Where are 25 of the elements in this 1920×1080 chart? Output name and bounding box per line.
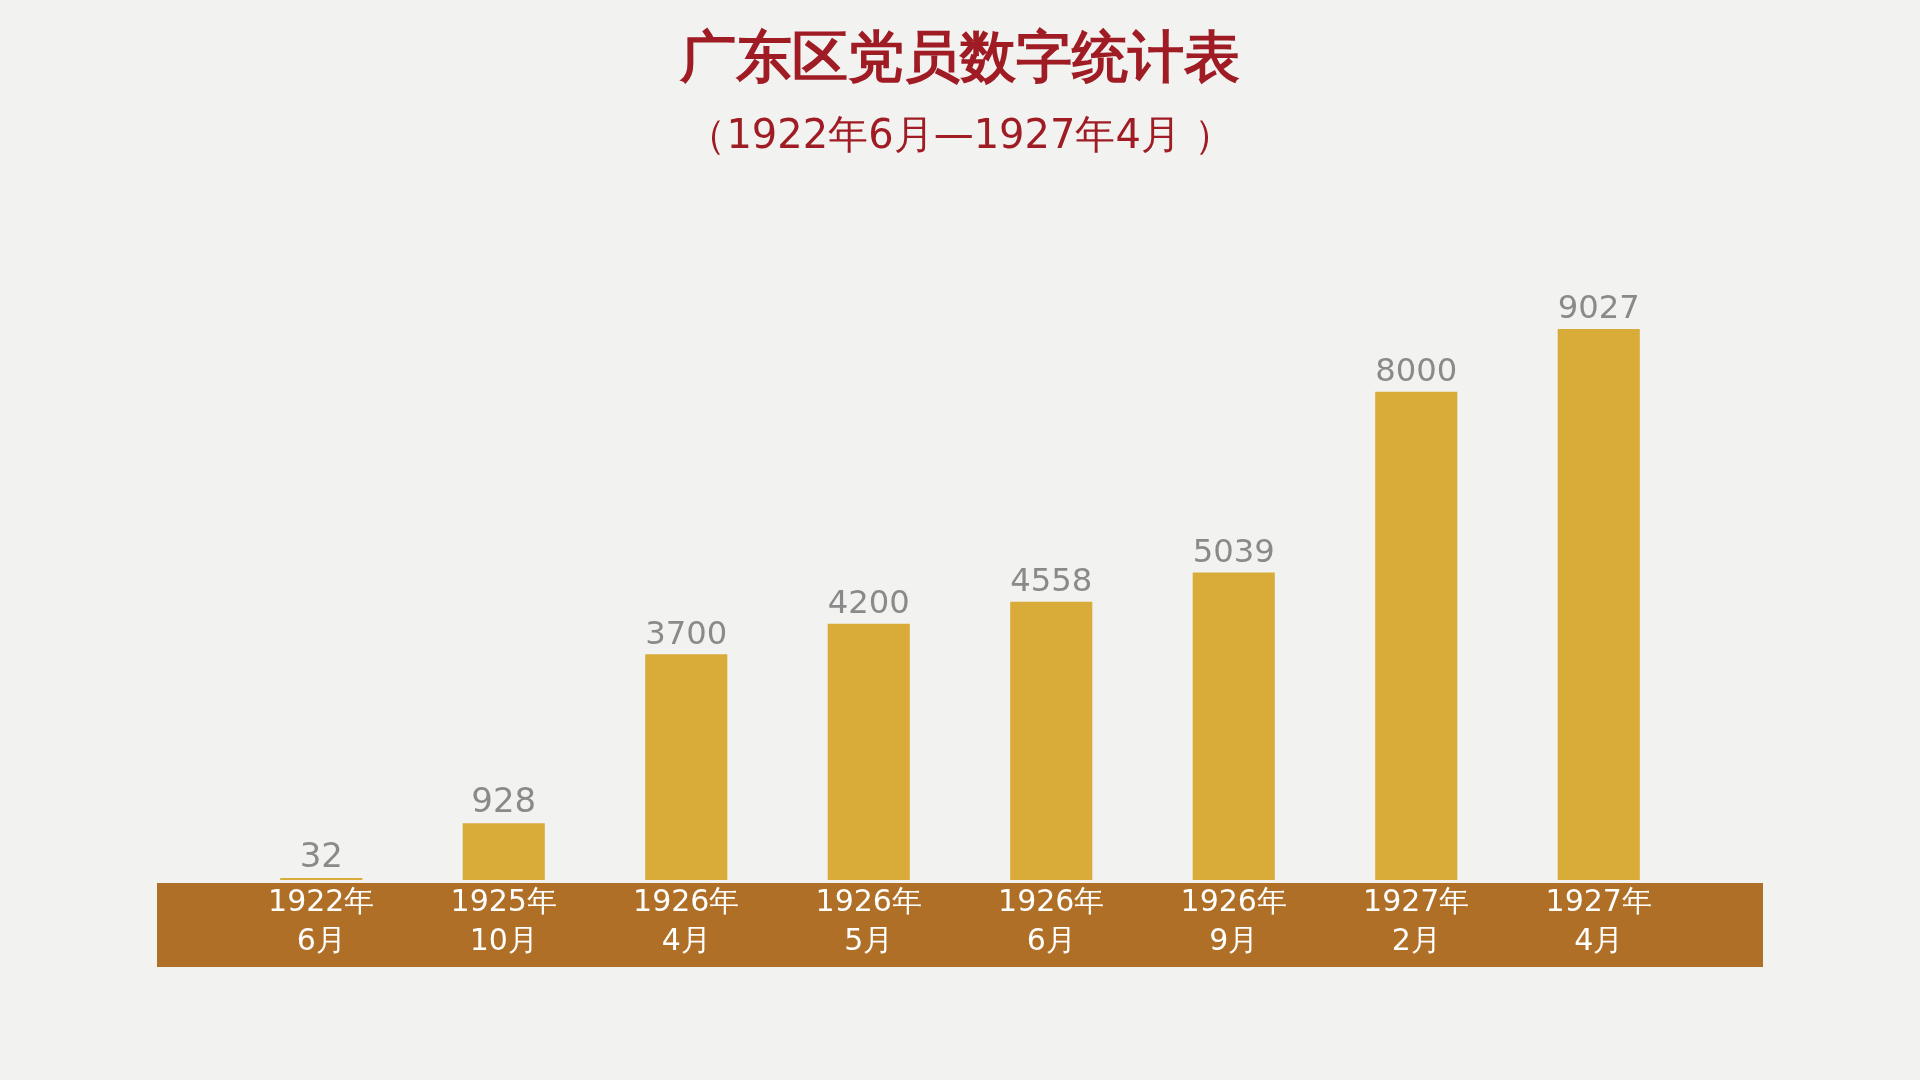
x-tick-label: 1926年 9月 bbox=[1180, 883, 1287, 957]
bar bbox=[1192, 572, 1275, 880]
data-label: 9027 bbox=[1557, 288, 1640, 327]
bar bbox=[1375, 391, 1458, 880]
data-label: 32 bbox=[299, 835, 343, 875]
x-tick-label: 1922年 6月 bbox=[268, 883, 375, 957]
x-tick-label: 1925年 10月 bbox=[450, 883, 557, 957]
bar bbox=[645, 654, 728, 880]
bar bbox=[827, 623, 910, 880]
data-label: 928 bbox=[471, 780, 537, 821]
data-label: 8000 bbox=[1375, 351, 1458, 390]
bar bbox=[462, 823, 545, 880]
bar bbox=[1557, 329, 1640, 880]
bar bbox=[1010, 601, 1093, 880]
data-label: 5039 bbox=[1192, 531, 1275, 570]
x-tick-label: 1926年 5月 bbox=[815, 883, 922, 957]
x-tick-label: 1926年 6月 bbox=[998, 883, 1105, 957]
data-label: 3700 bbox=[645, 613, 728, 652]
data-label: 4200 bbox=[827, 583, 910, 622]
x-tick-label: 1927年 4月 bbox=[1545, 883, 1652, 957]
data-label: 4558 bbox=[1010, 561, 1093, 600]
chart-title: 广东区党员数字统计表 bbox=[679, 23, 1240, 89]
x-tick-label: 1926年 4月 bbox=[633, 883, 740, 957]
chart-subtitle: （1922年6月—1927年4月 ） bbox=[686, 111, 1234, 158]
x-tick-label: 1927年 2月 bbox=[1363, 883, 1470, 957]
